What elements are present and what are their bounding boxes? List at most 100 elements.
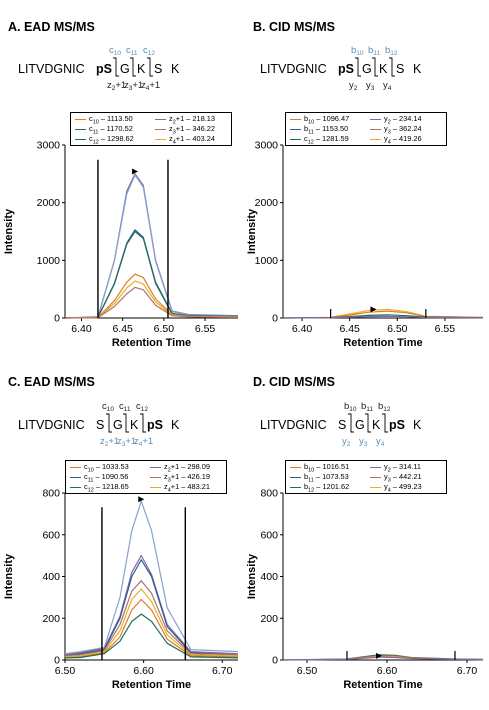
chart-svg: LITVDGNIC pS G K S Kc10z2+1c11z3+1c12z4+10100…	[3, 45, 239, 349]
y-tick-label: 2000	[37, 197, 61, 209]
residue-G: G	[355, 418, 365, 432]
legend-entry: z4+1 – 403.24	[155, 134, 215, 145]
legend-label: z3+1 – 426.19	[164, 472, 211, 484]
x-tick-label: 6.55	[195, 323, 216, 335]
axes: 0 200 400 600 800 6.50 6.60 6.70 Retention Time I…	[246, 488, 483, 691]
legend-label: b10 – 1096.47	[304, 114, 350, 126]
legend-swatch	[75, 119, 86, 121]
series-group	[64, 500, 239, 659]
legend-entry: b12 – 1201.62	[290, 482, 349, 493]
y-tick-label: 200	[260, 613, 278, 625]
residue-G: G	[113, 418, 123, 432]
legend-swatch	[370, 139, 381, 141]
series-group	[282, 654, 484, 661]
legend-swatch	[370, 477, 381, 479]
legend-swatch	[70, 487, 81, 489]
legend-swatch	[155, 129, 166, 131]
x-axis-label: Retention Time	[112, 679, 191, 691]
x-tick-label: 6.40	[292, 323, 313, 335]
legend-value: 1170.52	[106, 124, 133, 133]
y-tick-label: 400	[260, 571, 278, 583]
legend: c10 – 1113.50 z2+1 – 218.13 c11 – 1170.52 z…	[70, 112, 232, 146]
legend-entry: c10 – 1113.50	[75, 114, 133, 125]
legend-swatch	[150, 487, 161, 489]
legend-label: b10 – 1016.51	[304, 462, 350, 474]
legend-entry: b10 – 1096.47	[290, 114, 349, 125]
x-tick-label: 6.40	[71, 323, 92, 335]
legend-entry: z3+1 – 426.19	[150, 472, 210, 483]
residue-S: S	[96, 418, 104, 432]
legend-value: 1298.62	[107, 134, 134, 143]
panel-title: A. EAD MS/MS	[8, 20, 95, 34]
top-ion-label: b12	[385, 45, 398, 57]
legend-entry: y3 – 362.24	[370, 124, 422, 135]
residue-pS: pS	[147, 418, 163, 432]
legend-entry: y2 – 314.11	[370, 462, 421, 473]
residue-K: K	[130, 418, 139, 432]
series-group	[64, 173, 239, 319]
y-tick-label: 400	[42, 571, 60, 583]
legend-swatch	[155, 119, 166, 121]
bottom-ion-label: y2	[342, 436, 351, 448]
legend: c10 – 1033.53 z2+1 – 298.09 c11 – 1090.56 z…	[65, 460, 227, 494]
apex-marker	[138, 496, 145, 503]
series-line	[64, 500, 239, 655]
panel-title: B. CID MS/MS	[253, 20, 335, 34]
series-line	[282, 315, 484, 319]
peptide-prefix: LITVDGNIC	[18, 62, 85, 76]
legend-entry: c11 – 1170.52	[75, 124, 133, 135]
legend-swatch	[370, 129, 381, 131]
series-line	[64, 174, 239, 319]
bottom-ion-label: z4+1	[141, 80, 160, 92]
legend-label: c11 – 1090.56	[84, 472, 129, 484]
top-ion-label: c11	[126, 45, 138, 57]
chart-svg: LITVDGNIC pS G K S Kb10y2b11y3b12y40100020003…	[246, 45, 484, 349]
residue-pS: pS	[389, 418, 405, 432]
peptide-prefix: LITVDGNIC	[260, 62, 327, 76]
y-tick-label: 0	[54, 655, 60, 667]
legend-swatch	[290, 467, 301, 469]
top-ion-label: b10	[344, 401, 357, 413]
series-line	[64, 229, 239, 319]
legend-value: 499.23	[398, 482, 422, 491]
residue-pS: pS	[96, 62, 112, 76]
y-tick-label: 0	[54, 313, 60, 325]
x-tick-label: 6.50	[297, 665, 318, 677]
y-tick-label: 200	[42, 613, 60, 625]
cleavage-bracket	[130, 57, 136, 77]
legend-entry: z3+1 – 346.22	[155, 124, 215, 135]
residue-K: K	[171, 418, 180, 432]
y-tick-label: 3000	[255, 140, 279, 152]
legend-value: 483.21	[187, 482, 211, 491]
legend-swatch	[150, 467, 161, 469]
legend-value: 1073.53	[322, 472, 349, 481]
bottom-ion-label: y4	[383, 80, 392, 92]
legend-swatch	[290, 129, 301, 131]
y-tick-label: 0	[272, 655, 278, 667]
legend-label: b12 – 1201.62	[304, 482, 350, 494]
top-ion-label: c12	[143, 45, 155, 57]
cleavage-bracket	[389, 57, 395, 77]
residue-pS: pS	[338, 62, 354, 76]
legend-entry: y4 – 419.26	[370, 134, 422, 145]
x-axis-label: Retention Time	[343, 337, 422, 349]
bottom-ion-label: y3	[359, 436, 368, 448]
cleavage-bracket	[382, 413, 388, 433]
apex-marker	[376, 652, 382, 659]
axes: 0 1000 2000 3000 6.40 6.45 6.50 6.55 Retention T…	[3, 140, 238, 349]
bottom-ion-label: y4	[376, 436, 385, 448]
legend-value: 314.11	[398, 462, 422, 471]
legend-swatch	[75, 129, 86, 131]
legend-value: 298.09	[187, 462, 211, 471]
axes: 0 1000 2000 3000 6.40 6.45 6.50 6.55 Retention T…	[246, 140, 483, 349]
legend-value: 1016.51	[322, 462, 350, 471]
top-ion-label: c10	[109, 45, 121, 57]
residue-K: K	[137, 62, 146, 76]
y-tick-label: 600	[42, 529, 60, 541]
cleavage-bracket	[123, 413, 129, 433]
